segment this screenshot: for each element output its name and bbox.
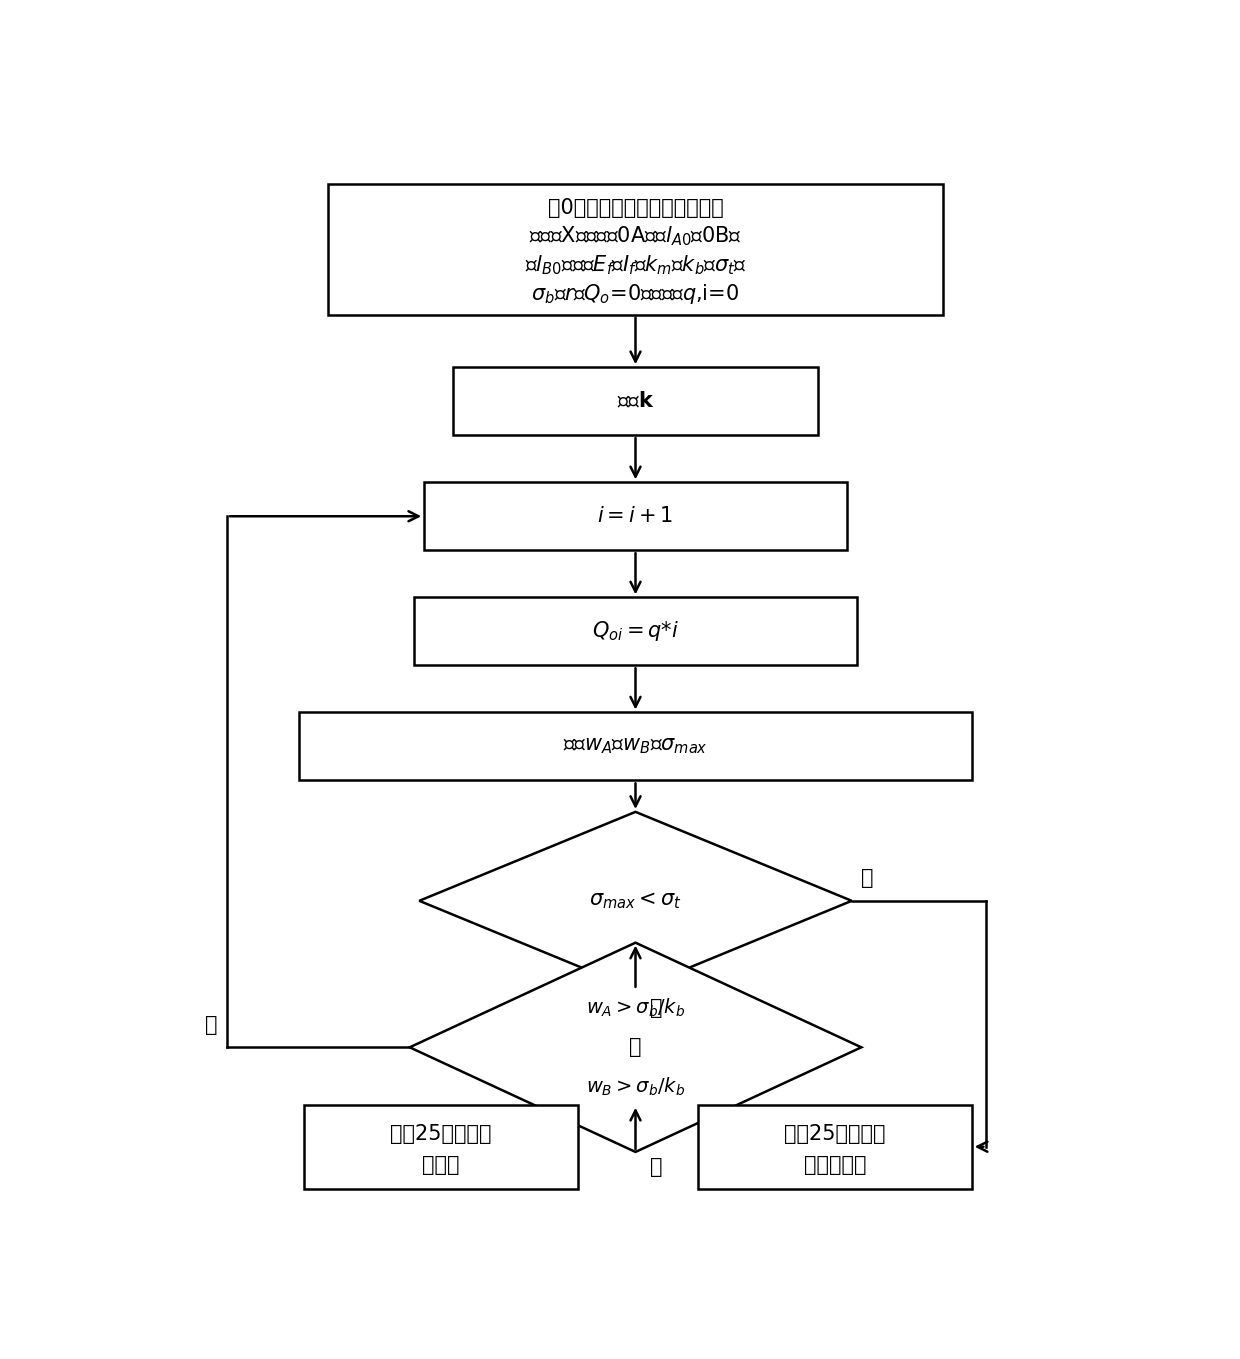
Polygon shape — [419, 811, 852, 989]
Text: 度$l_{B0}$，输入$E_f$、$I_f$、$k_m$、$k_b$、$\sigma_t$、: 度$l_{B0}$，输入$E_f$、$I_f$、$k_m$、$k_b$、$\si… — [525, 253, 746, 277]
Text: 计算$\mathbf{k}$: 计算$\mathbf{k}$ — [616, 391, 655, 412]
Text: 以0为原点，纤维变形前所在的: 以0为原点，纤维变形前所在的 — [548, 197, 723, 217]
Text: $\sigma_{max}<\sigma_t$: $\sigma_{max}<\sigma_t$ — [589, 890, 682, 911]
Text: 式（25）不成立: 式（25）不成立 — [784, 1124, 885, 1144]
Text: 求解$w_A$、$w_B$、$\sigma_{max}$: 求解$w_A$、$w_B$、$\sigma_{max}$ — [563, 737, 708, 757]
Text: 否: 否 — [862, 868, 874, 889]
Text: 或: 或 — [629, 1037, 642, 1057]
Bar — [453, 367, 818, 435]
Text: $w_A>\sigma_b/k_b$: $w_A>\sigma_b/k_b$ — [585, 996, 686, 1019]
Text: $\sigma_b$、$r$、$Q_o$=0，步长为$q$,i=0: $\sigma_b$、$r$、$Q_o$=0，步长为$q$,i=0 — [532, 281, 739, 306]
Text: 否: 否 — [205, 1015, 217, 1034]
Bar — [698, 1105, 972, 1189]
Text: 式（25）成立缺: 式（25）成立缺 — [391, 1124, 491, 1144]
Bar — [327, 183, 944, 315]
Text: $w_B>\sigma_b/k_b$: $w_B>\sigma_b/k_b$ — [585, 1076, 686, 1098]
Bar — [304, 1105, 578, 1189]
Text: $i=i+1$: $i=i+1$ — [598, 507, 673, 526]
Text: 是: 是 — [650, 1158, 662, 1177]
Polygon shape — [409, 943, 862, 1152]
Bar — [299, 712, 972, 780]
Text: 陷扩展: 陷扩展 — [422, 1155, 460, 1176]
Bar — [414, 598, 857, 666]
Text: 缺陷不扩展: 缺陷不扩展 — [804, 1155, 867, 1176]
Text: 轴线为X轴，输入0A长度$l_{A0}$，0B长: 轴线为X轴，输入0A长度$l_{A0}$，0B长 — [529, 224, 742, 249]
Text: $Q_{oi}=q{*}i$: $Q_{oi}=q{*}i$ — [591, 620, 680, 643]
Text: 是: 是 — [650, 998, 662, 1018]
Bar — [424, 482, 847, 550]
